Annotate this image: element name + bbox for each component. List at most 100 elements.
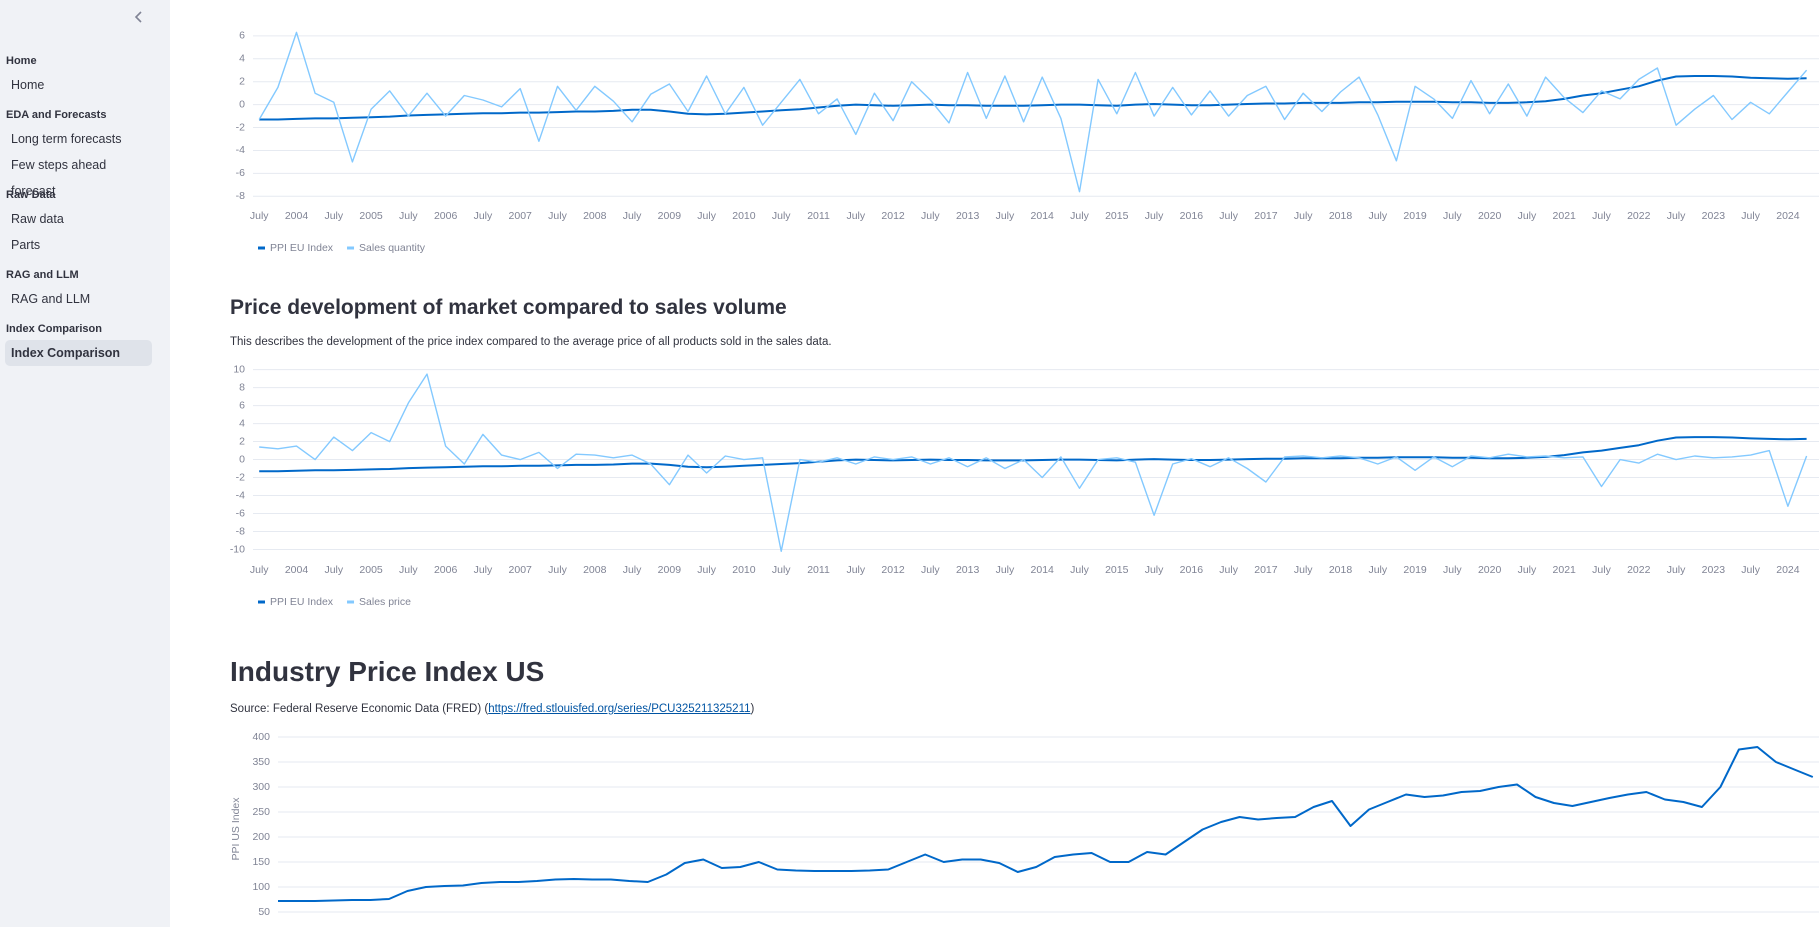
y-tick-label: -10: [230, 543, 245, 555]
series-line: [259, 75, 1807, 121]
nav-link[interactable]: RAG and LLM: [11, 292, 91, 306]
section-heading: Industry Price Index US: [230, 656, 545, 687]
x-tick-label: 2019: [1403, 564, 1427, 576]
x-tick-label: July: [399, 564, 418, 576]
x-tick-label: 2023: [1702, 564, 1726, 576]
x-tick-label: July: [1667, 210, 1686, 222]
x-tick-label: 2011: [807, 210, 830, 222]
x-tick-label: July: [1518, 564, 1537, 576]
y-tick-label: 250: [252, 806, 270, 818]
y-tick-label: 0: [239, 453, 245, 465]
x-tick-label: 2016: [1180, 210, 1204, 222]
nav-section: Index Comparison Index Comparison: [0, 318, 170, 366]
section-description: This describes the development of the pr…: [230, 336, 832, 348]
x-tick-label: 2012: [881, 564, 905, 576]
x-tick-label: 2008: [583, 564, 607, 576]
navigation: Home Home EDA and Forecasts Long term forec…: [0, 50, 170, 366]
legend-label: Sales price: [359, 596, 411, 608]
y-tick-label: 200: [252, 831, 270, 843]
x-tick-label: July: [996, 564, 1015, 576]
x-tick-label: 2004: [285, 564, 309, 576]
x-tick-label: July: [846, 564, 865, 576]
x-tick-label: 2007: [509, 564, 533, 576]
x-tick-label: 2008: [583, 210, 607, 222]
y-tick-label: 2: [239, 75, 245, 87]
y-tick-label: 6: [239, 399, 245, 411]
y-tick-label: 4: [239, 53, 245, 65]
x-tick-label: July: [1145, 210, 1164, 222]
y-tick-label: -6: [236, 167, 245, 179]
y-tick-label: 50: [258, 906, 270, 918]
y-tick-label: -8: [236, 190, 245, 202]
x-tick-label: 2024: [1776, 564, 1800, 576]
nav-section-title: Raw Data: [6, 189, 56, 201]
x-tick-label: 2011: [807, 564, 830, 576]
nav-section-title: Home: [6, 55, 37, 67]
x-tick-label: July: [921, 210, 940, 222]
x-tick-label: 2006: [434, 210, 458, 222]
x-tick-label: July: [324, 564, 343, 576]
x-tick-label: July: [1518, 210, 1537, 222]
y-tick-label: -4: [236, 489, 245, 501]
x-tick-label: 2020: [1478, 210, 1502, 222]
x-tick-label: July: [1145, 564, 1164, 576]
x-tick-label: July: [1741, 210, 1760, 222]
x-tick-label: July: [250, 210, 269, 222]
y-tick-label: 0: [239, 98, 245, 110]
x-tick-label: July: [324, 210, 343, 222]
x-tick-label: 2020: [1478, 564, 1502, 576]
x-tick-label: July: [399, 210, 418, 222]
legend-label: PPI EU Index: [270, 596, 334, 608]
x-tick-label: July: [623, 210, 642, 222]
x-tick-label: July: [1219, 564, 1238, 576]
nav-section: RAG and LLM RAG and LLM: [0, 264, 170, 312]
source-link[interactable]: https://fred.stlouisfed.org/series/PCU32…: [488, 703, 751, 715]
x-tick-label: July: [996, 210, 1015, 222]
nav-link[interactable]: Index Comparison: [5, 340, 152, 366]
y-tick-label: 4: [239, 417, 245, 429]
nav-link[interactable]: Parts: [11, 238, 41, 252]
x-tick-label: July: [250, 564, 269, 576]
x-tick-label: 2021: [1553, 210, 1577, 222]
x-tick-label: 2021: [1553, 564, 1577, 576]
x-tick-label: 2018: [1329, 210, 1353, 222]
x-tick-label: 2013: [956, 564, 980, 576]
x-tick-label: 2018: [1329, 564, 1353, 576]
x-tick-label: 2004: [285, 210, 309, 222]
x-tick-label: July: [1741, 564, 1760, 576]
nav-link[interactable]: Raw data: [11, 212, 64, 226]
nav-link[interactable]: Few steps ahead forecast: [11, 158, 107, 198]
y-tick-label: 150: [252, 856, 270, 868]
x-tick-label: July: [1294, 564, 1313, 576]
x-tick-label: 2024: [1776, 210, 1800, 222]
nav-section: Home Home: [0, 50, 170, 98]
x-tick-label: July: [846, 210, 865, 222]
x-tick-label: July: [1294, 210, 1313, 222]
series-line: [259, 373, 1808, 552]
series-line: [278, 746, 1814, 902]
series-line: [259, 436, 1807, 473]
y-tick-label: 2: [239, 435, 245, 447]
y-axis-label: PPI US Index: [230, 797, 242, 861]
x-tick-label: July: [921, 564, 940, 576]
x-tick-label: July: [474, 564, 493, 576]
x-tick-label: July: [1368, 564, 1387, 576]
x-tick-label: 2014: [1031, 210, 1055, 222]
x-tick-label: July: [548, 210, 567, 222]
collapse-button[interactable]: [132, 10, 146, 24]
legend-label: PPI EU Index: [270, 242, 334, 254]
nav-section: Raw Data Raw data Parts: [0, 184, 170, 258]
nav-link[interactable]: Home: [11, 78, 45, 92]
x-tick-label: 2009: [658, 564, 682, 576]
nav-link[interactable]: Long term forecasts: [11, 132, 122, 146]
nav-section-title: RAG and LLM: [6, 269, 79, 281]
nav-section-title: EDA and Forecasts: [6, 109, 107, 121]
y-tick-label: 10: [233, 363, 245, 375]
x-tick-label: 2007: [509, 210, 533, 222]
sidebar: Home Home EDA and Forecasts Long term forec…: [0, 0, 170, 927]
y-tick-label: 300: [252, 781, 270, 793]
x-tick-label: July: [623, 564, 642, 576]
x-tick-label: 2012: [881, 210, 905, 222]
x-tick-label: July: [1592, 564, 1611, 576]
x-tick-label: July: [548, 564, 567, 576]
